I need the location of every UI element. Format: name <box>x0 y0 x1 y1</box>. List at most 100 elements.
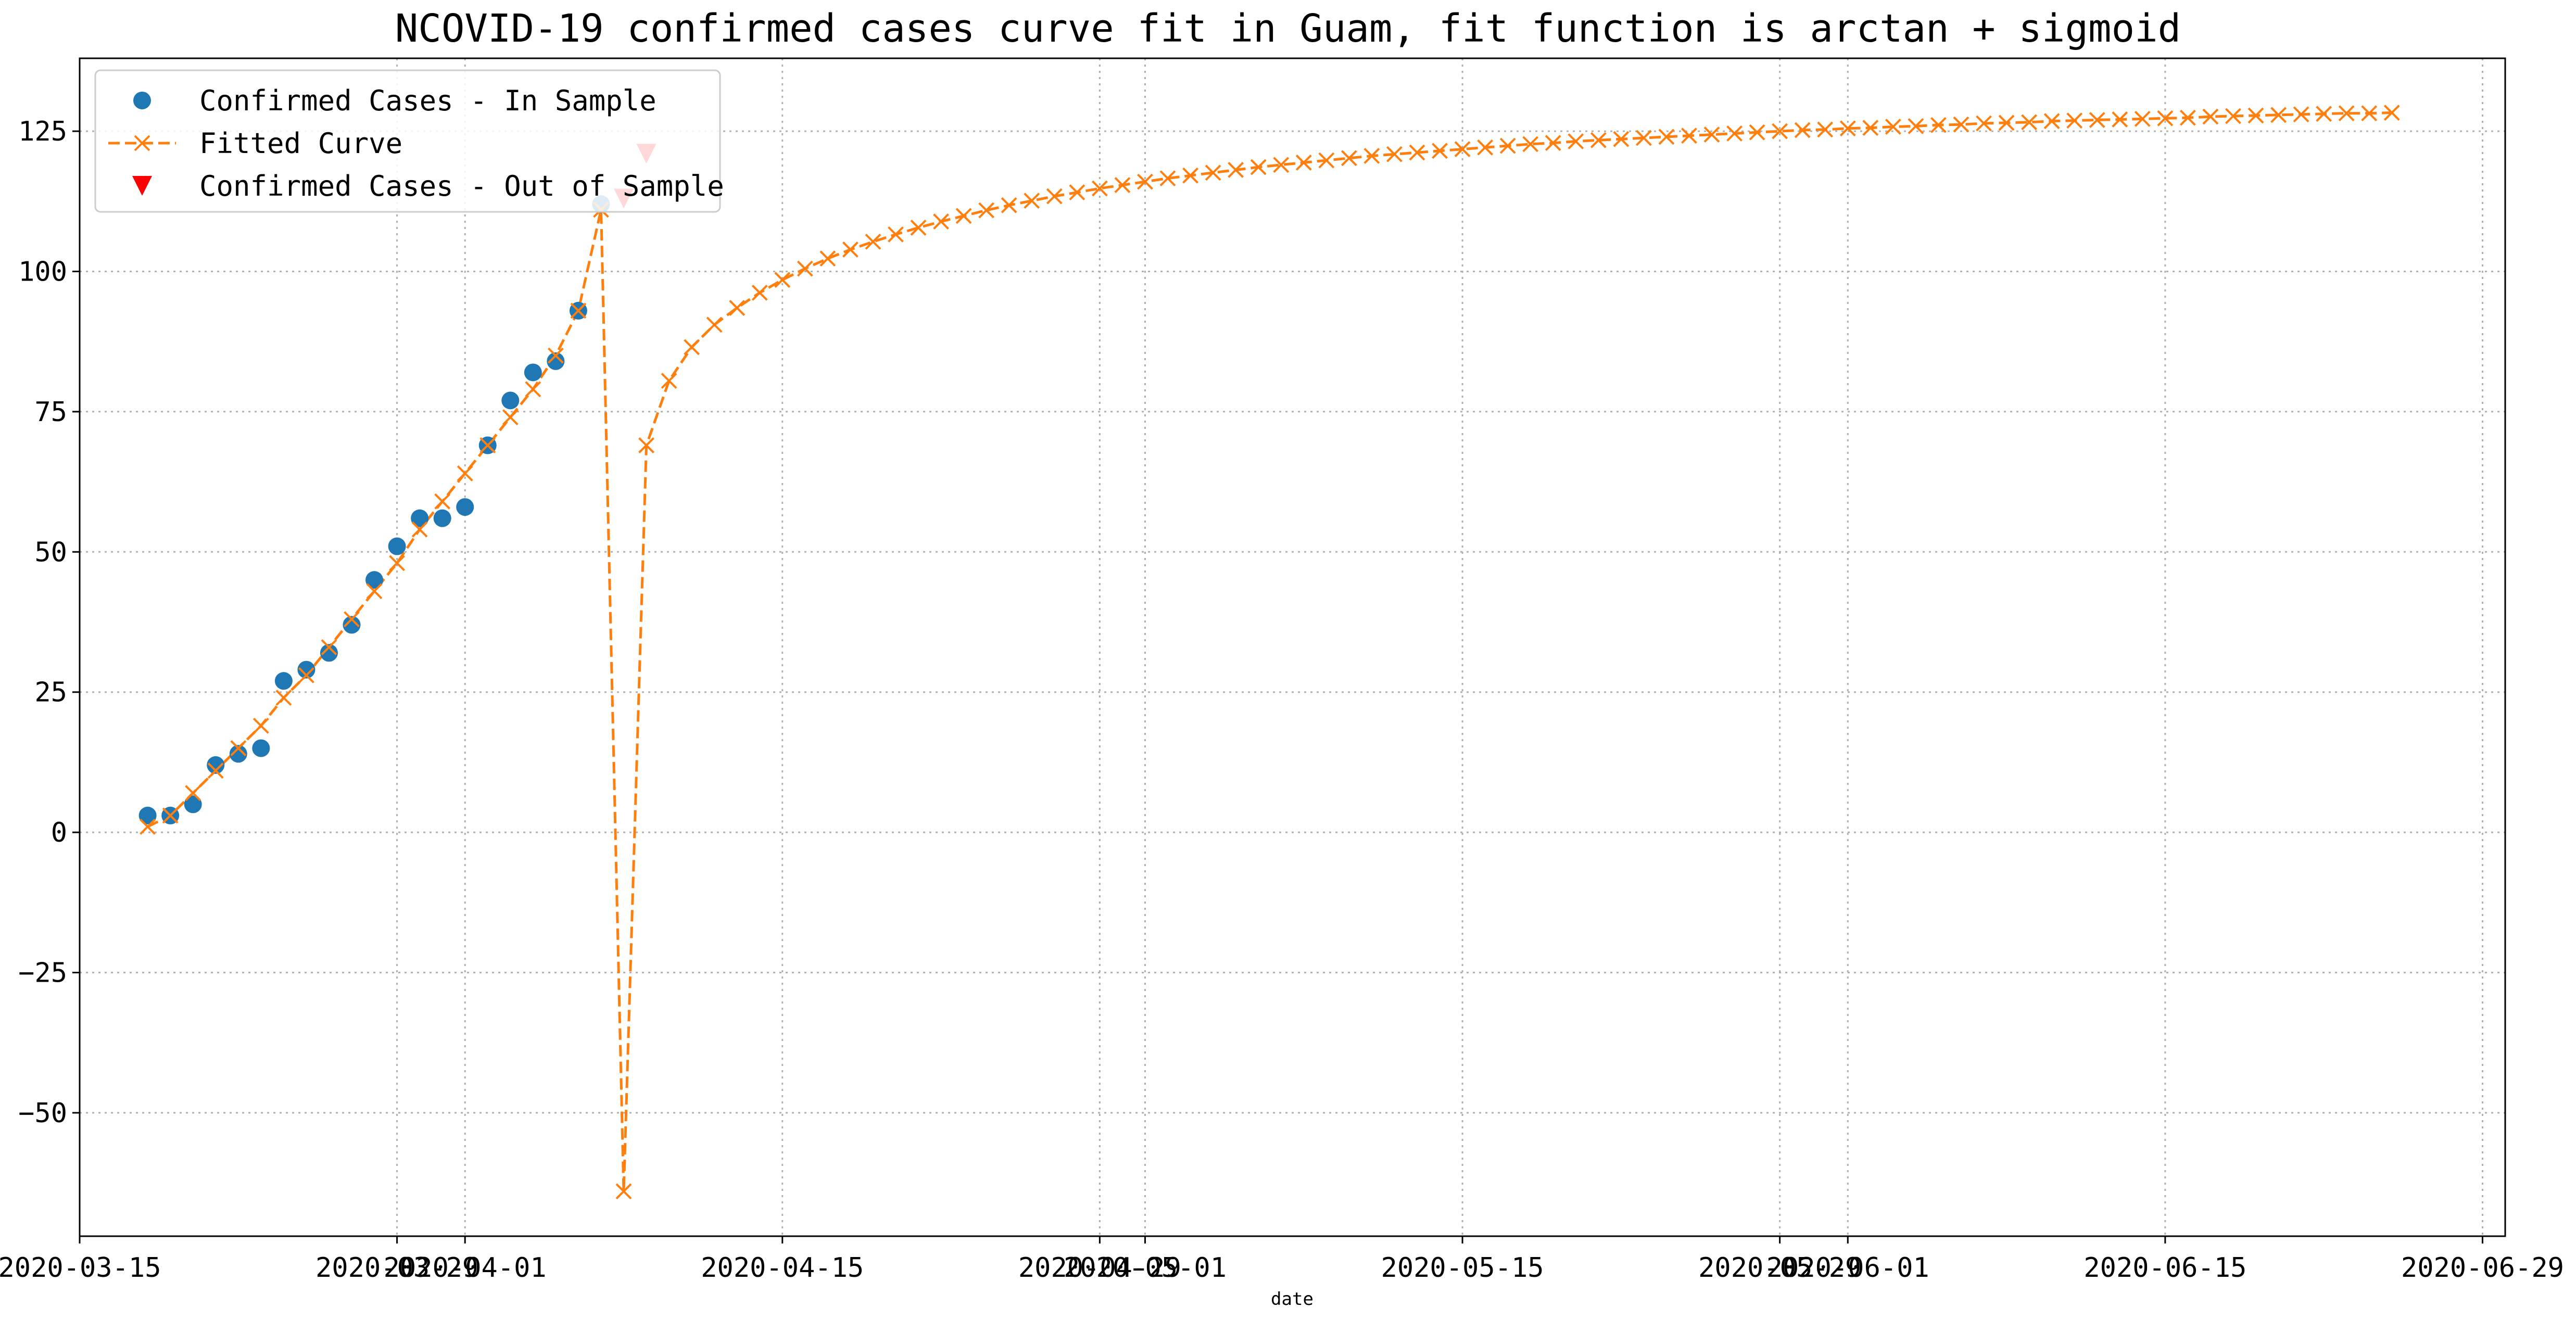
fitted-point <box>1930 117 1947 133</box>
fitted-point <box>2293 106 2309 123</box>
in-sample-point <box>297 661 315 679</box>
fitted-point <box>910 220 927 236</box>
chart-title: NCOVID-19 confirmed cases curve fit in G… <box>395 6 2181 51</box>
fitted-point <box>1318 152 1335 169</box>
in-sample-point <box>501 391 520 410</box>
fitted-point <box>1341 150 1357 167</box>
fitted-point <box>2383 105 2400 121</box>
fitted-point <box>1976 115 1992 132</box>
fitted-point <box>751 285 768 301</box>
fitted-point <box>1091 180 1108 197</box>
fitted-point <box>366 583 383 600</box>
fitted-point <box>1182 167 1198 184</box>
fitted-point <box>2270 107 2287 123</box>
legend-label: Confirmed Cases - In Sample <box>199 84 656 117</box>
y-tick-label: 25 <box>34 677 67 708</box>
fitted-point <box>1386 146 1403 162</box>
grid-lines <box>79 58 2505 1236</box>
fitted-point <box>252 717 269 734</box>
fitted-point <box>978 202 995 219</box>
legend-in-sample-marker <box>133 92 151 109</box>
fitted-point <box>1681 128 1697 144</box>
fitted-point <box>1545 135 1561 151</box>
y-tick-label: 50 <box>34 537 67 568</box>
axes-frame <box>79 57 2506 1237</box>
fitted-point <box>411 521 428 538</box>
in-sample-point <box>207 756 225 774</box>
fitted-point <box>525 381 541 398</box>
fitted-point <box>207 763 224 779</box>
fitted-point <box>1432 143 1448 159</box>
fitted-point <box>321 639 337 655</box>
x-tick-label: 2020-04-15 <box>701 1252 864 1284</box>
fitted-point <box>1998 115 2015 131</box>
in-sample-point <box>524 363 542 382</box>
legend-fitted-marker <box>134 135 150 151</box>
x-tick-label: 2020-04-29 <box>1018 1252 1181 1284</box>
fitted-point <box>888 226 904 243</box>
fitted-point <box>479 437 496 453</box>
y-tick-label: 75 <box>34 397 67 428</box>
fitted-point <box>2021 114 2038 131</box>
in-sample-point <box>433 509 451 527</box>
x-tick-label: 2020-05-29 <box>1698 1252 1861 1284</box>
fitted-point <box>684 339 700 356</box>
fitted-point <box>1499 137 1516 154</box>
fitted-point <box>774 272 791 288</box>
y-tick-label: 100 <box>18 256 67 287</box>
x-tick-label: 2020-04-01 <box>384 1252 547 1284</box>
fitted-point <box>1817 121 1834 138</box>
fitted-point <box>2202 108 2219 125</box>
fitted-point <box>615 1183 632 1200</box>
fitted-point <box>1590 132 1607 148</box>
fitted-point <box>344 611 360 628</box>
fitted-point <box>1613 131 1630 147</box>
fitted-point <box>797 260 813 277</box>
y-tick-label: 0 <box>51 817 67 848</box>
fitted-point <box>2338 105 2355 122</box>
legend-box <box>94 69 721 213</box>
in-sample-point <box>456 498 474 516</box>
fitted-point <box>1862 120 1879 136</box>
fitted-point <box>661 373 677 389</box>
in-sample-point <box>184 795 202 814</box>
y-tick-label: 125 <box>18 116 67 147</box>
y-axis-ticks: −50 −25 0 25 50 75 100 125 <box>18 116 80 1129</box>
fitted-point <box>1159 170 1176 187</box>
y-tick-label: −50 <box>18 1098 67 1129</box>
fitted-point <box>1908 118 1924 134</box>
legend: Confirmed Cases - In Sample Fitted Curve C… <box>94 69 724 213</box>
fitted-point <box>1839 120 1856 137</box>
fitted-point <box>1794 122 1811 138</box>
fitted-point <box>1658 129 1675 145</box>
in-sample-point <box>229 745 247 763</box>
fitted-point <box>2157 110 2174 126</box>
fitted-point <box>275 690 292 706</box>
fitted-point <box>2089 112 2105 128</box>
fitted-point <box>1228 162 1244 178</box>
fitted-point <box>140 818 156 835</box>
fitted-point <box>1295 155 1312 171</box>
fitted-point <box>842 242 858 258</box>
fitted-point <box>1250 159 1267 175</box>
fitted-point <box>1568 133 1584 149</box>
fitted-point <box>1114 177 1131 193</box>
in-sample-point <box>252 739 270 757</box>
fitted-point <box>2316 106 2332 122</box>
fitted-point <box>230 740 247 756</box>
in-sample-point <box>388 537 406 555</box>
fitted-curve-line <box>147 111 2392 1191</box>
fitted-point <box>2112 111 2128 128</box>
x-tick-label: 2020-05-15 <box>1381 1252 1544 1284</box>
fitted-point <box>570 302 587 319</box>
in-sample-point <box>547 352 565 370</box>
fitted-point <box>1772 123 1788 139</box>
fitted-point <box>955 208 972 224</box>
legend-label: Fitted Curve <box>199 127 402 160</box>
fitted-point <box>1024 193 1040 209</box>
fitted-point <box>1726 125 1742 142</box>
fitted-point <box>2225 108 2241 124</box>
fitted-point <box>729 300 746 316</box>
